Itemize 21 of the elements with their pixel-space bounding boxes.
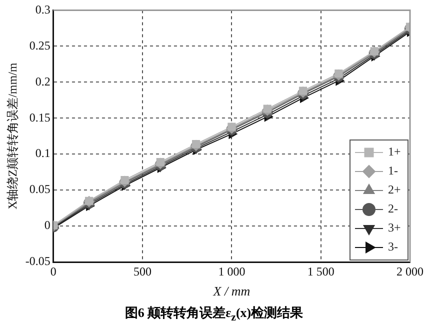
legend-label: 2+ xyxy=(388,182,401,197)
y-tick-label: 0.05 xyxy=(29,182,50,196)
x-tick-label: 2 000 xyxy=(396,264,424,278)
legend-label: 3+ xyxy=(388,220,401,235)
y-tick-label: 0.2 xyxy=(35,74,50,88)
legend-label: 2- xyxy=(388,202,398,216)
x-tick-label: 1 500 xyxy=(307,264,334,278)
y-tick-label: 0.1 xyxy=(35,146,50,160)
y-tick-label: 0.3 xyxy=(35,2,50,16)
legend-label: 1- xyxy=(388,164,398,178)
y-tick-label: 0 xyxy=(44,218,50,232)
legend-label: 1+ xyxy=(388,144,401,159)
y-axis-title: X轴绕Z颠转转角误差/mm/m xyxy=(5,62,20,210)
y-tick-label: 0.15 xyxy=(29,110,50,124)
y-tick-label: 0.25 xyxy=(29,38,50,52)
text: 图6 颠转转角误差ε$_{z}$(x)检测结果 xyxy=(124,304,304,324)
legend-label: 3- xyxy=(388,240,398,254)
x-tick-label: 500 xyxy=(134,264,152,278)
y-tick-label: -0.05 xyxy=(25,254,50,268)
x-tick-label: 1 000 xyxy=(218,264,246,278)
x-axis-title: X / mm xyxy=(212,284,250,299)
